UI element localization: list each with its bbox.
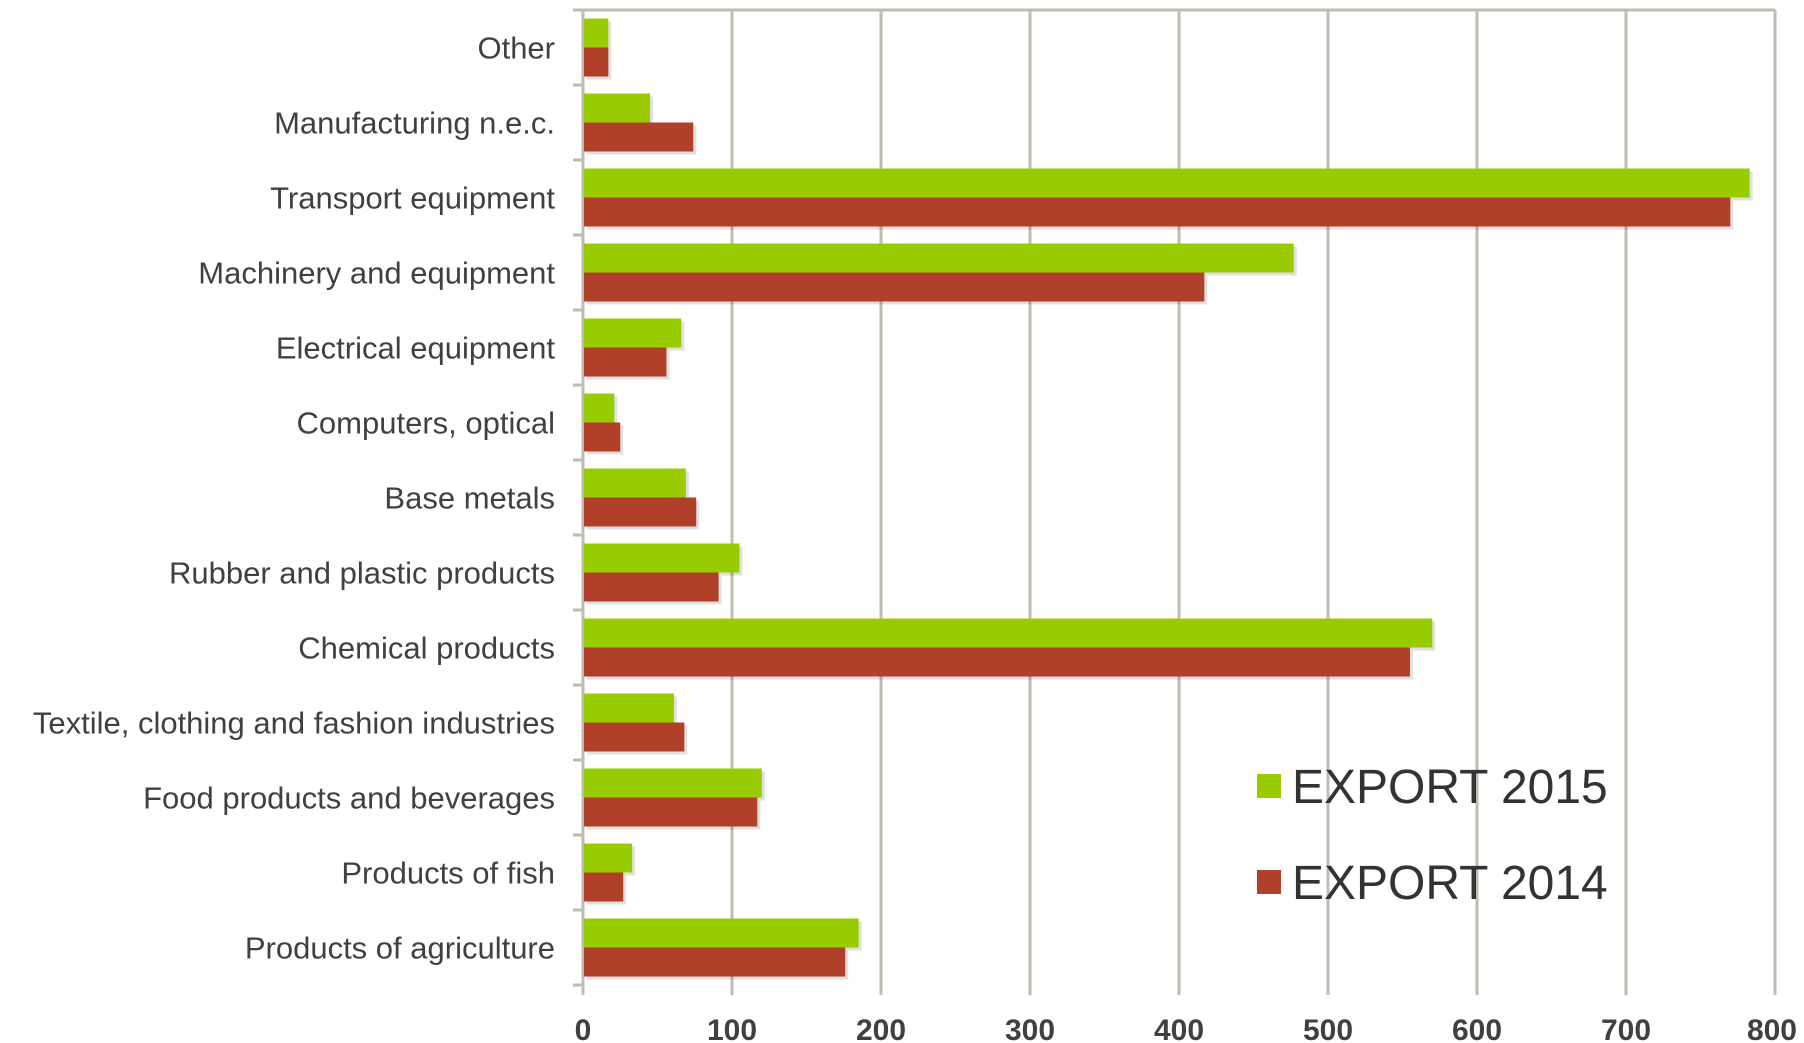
x-tick-label-300: 300 <box>1005 1014 1055 1043</box>
bar-export-2015-computers-optical <box>584 393 615 423</box>
bar-export-2014-food-products-and-beverages <box>584 797 758 827</box>
bar-export-2014-manufacturing-n-e-c <box>584 122 694 152</box>
x-tick-label-500: 500 <box>1303 1014 1353 1043</box>
bar-export-2015-electrical-equipment <box>584 318 682 348</box>
category-labels: Other Manufacturing n.e.c. Transport equip… <box>33 31 556 966</box>
category-label-electrical-equipment: Electrical equipment <box>276 331 556 366</box>
bar-export-2014-textile-clothing-and-fashion-industries <box>584 722 685 752</box>
category-label-transport-equipment: Transport equipment <box>270 181 555 216</box>
bar-export-2015-products-of-agriculture <box>584 918 859 948</box>
category-label-machinery-and-equipment: Machinery and equipment <box>198 256 555 291</box>
category-label-manufacturing-n-e-c: Manufacturing n.e.c. <box>274 106 555 141</box>
category-label-products-of-agriculture: Products of agriculture <box>245 931 555 966</box>
x-tick-label-0: 0 <box>575 1014 592 1043</box>
bar-export-2015-base-metals <box>584 468 686 498</box>
category-label-other: Other <box>477 31 555 66</box>
legend-label-export-2015: EXPORT 2015 <box>1292 761 1608 814</box>
x-tick-label-200: 200 <box>856 1014 906 1043</box>
x-tick-label-100: 100 <box>707 1014 757 1043</box>
bar-export-2015-manufacturing-n-e-c <box>584 93 651 123</box>
bar-export-2015-transport-equipment <box>584 168 1750 198</box>
category-label-base-metals: Base metals <box>384 481 555 516</box>
bar-export-2015-food-products-and-beverages <box>584 768 762 798</box>
bar-export-2014-machinery-and-equipment <box>584 272 1205 302</box>
bar-export-2014-computers-optical <box>584 422 621 452</box>
bar-export-2015-other <box>584 18 609 48</box>
bar-export-2015-rubber-and-plastic-products <box>584 543 740 573</box>
category-label-textile-clothing-and-fashion-industries: Textile, clothing and fashion industries <box>33 706 555 741</box>
grid-lines <box>573 8 1777 995</box>
category-label-computers-optical: Computers, optical <box>297 406 555 441</box>
legend-label-export-2014: EXPORT 2014 <box>1292 857 1608 910</box>
bar-export-2015-chemical-products <box>584 618 1433 648</box>
bar-export-2015-products-of-fish <box>584 843 633 873</box>
legend: EXPORT 2015 EXPORT 2014 <box>1257 761 1608 910</box>
x-axis-ticks: 0 100 200 300 400 500 600 700 800 <box>575 1014 1797 1043</box>
bar-export-2014-products-of-fish <box>584 872 624 902</box>
bar-export-2014-products-of-agriculture <box>584 947 846 977</box>
category-label-chemical-products: Chemical products <box>298 631 555 666</box>
x-tick-label-400: 400 <box>1154 1014 1204 1043</box>
category-label-food-products-and-beverages: Food products and beverages <box>143 781 555 816</box>
x-tick-label-600: 600 <box>1452 1014 1502 1043</box>
bar-export-2014-base-metals <box>584 497 697 527</box>
category-label-products-of-fish: Products of fish <box>341 856 555 891</box>
category-label-rubber-and-plastic-products: Rubber and plastic products <box>169 556 555 591</box>
x-tick-label-700: 700 <box>1601 1014 1651 1043</box>
bar-export-2015-machinery-and-equipment <box>584 243 1294 273</box>
bar-export-2014-chemical-products <box>584 647 1410 677</box>
bar-export-2014-rubber-and-plastic-products <box>584 572 719 602</box>
bars <box>584 18 1753 980</box>
bar-export-2015-textile-clothing-and-fashion-industries <box>584 693 674 723</box>
x-tick-label-800: 800 <box>1747 1014 1797 1043</box>
legend-swatch-export-2014 <box>1257 870 1281 894</box>
bar-export-2014-electrical-equipment <box>584 347 667 377</box>
bar-export-2014-transport-equipment <box>584 197 1731 227</box>
bar-export-2014-other <box>584 47 609 77</box>
legend-swatch-export-2015 <box>1257 774 1281 798</box>
